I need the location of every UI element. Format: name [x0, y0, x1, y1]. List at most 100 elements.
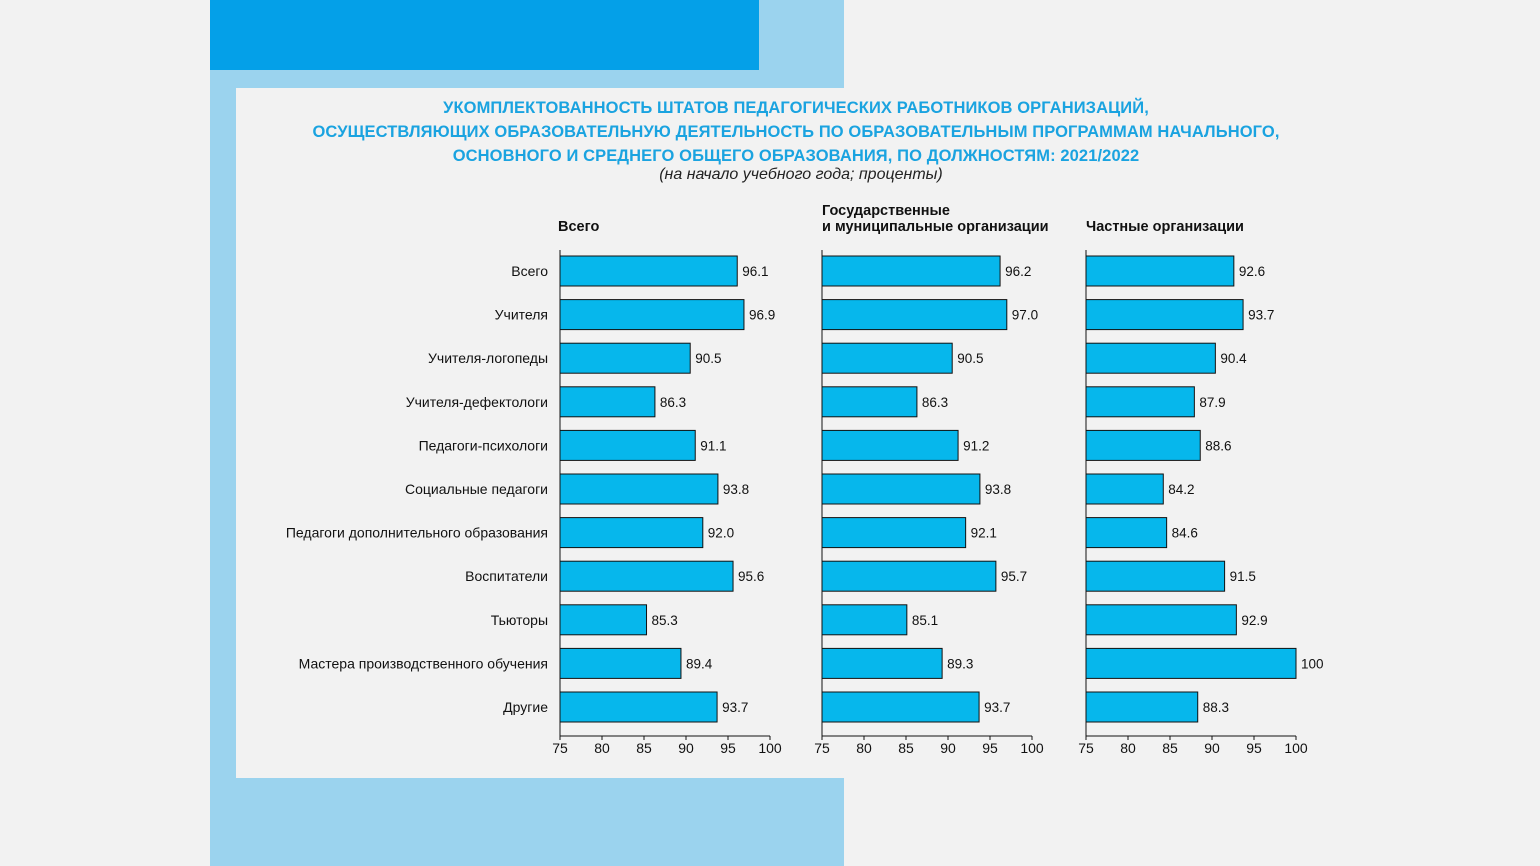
bar-panel-1-row-5 [559, 429, 696, 461]
bar-panel-2-row-8 [821, 560, 997, 592]
category-label-row-8: Воспитатели [465, 568, 548, 584]
x-tick-label-panel-1-5: 95 [720, 740, 736, 756]
x-tick-label-panel-3-2: 80 [1120, 740, 1136, 756]
value-label-panel-2-row-7: 92.1 [971, 526, 997, 541]
bar-panel-3-row-1 [1085, 255, 1235, 287]
x-tick-label-panel-2-4: 90 [940, 740, 956, 756]
bar-panel-3-row-4 [1085, 386, 1195, 418]
chart-title-line-1: УКОМПЛЕКТОВАННОСТЬ ШТАТОВ ПЕДАГОГИЧЕСКИХ… [443, 99, 1149, 117]
background-bottom-band [210, 778, 802, 866]
value-label-panel-1-row-6: 93.8 [723, 482, 749, 497]
panel-title-2-line-1: Государственные [822, 203, 950, 219]
value-label-panel-2-row-9: 85.1 [912, 613, 938, 628]
bar-panel-1-row-1 [559, 255, 738, 287]
bar-panel-1-row-8 [559, 560, 734, 592]
bar-panel-3-row-9 [1085, 604, 1237, 636]
x-tick-label-panel-1-3: 85 [636, 740, 652, 756]
panel-title-3-line-1: Частные организации [1086, 219, 1244, 235]
value-label-panel-3-row-2: 93.7 [1248, 308, 1274, 323]
bar-panel-1-row-9 [559, 604, 648, 636]
x-tick-label-panel-3-6: 100 [1284, 740, 1308, 756]
x-tick-label-panel-3-3: 85 [1162, 740, 1178, 756]
value-label-panel-3-row-11: 88.3 [1203, 700, 1229, 715]
x-tick-label-panel-2-3: 85 [898, 740, 914, 756]
bar-panel-2-row-11 [821, 691, 980, 723]
value-label-panel-1-row-2: 96.9 [749, 308, 775, 323]
category-label-row-6: Социальные педагоги [405, 481, 548, 497]
bar-panel-1-row-7 [559, 517, 704, 549]
bar-panel-3-row-11 [1085, 691, 1199, 723]
value-label-panel-2-row-1: 96.2 [1005, 264, 1031, 279]
bar-panel-1-row-4 [559, 386, 656, 418]
value-label-panel-3-row-3: 90.4 [1220, 351, 1247, 366]
bar-panel-3-row-10 [1085, 647, 1297, 679]
bar-panel-2-row-7 [821, 517, 967, 549]
value-label-panel-3-row-6: 84.2 [1168, 482, 1194, 497]
x-tick-label-panel-1-6: 100 [758, 740, 782, 756]
category-label-row-3: Учителя-логопеды [428, 350, 548, 366]
chart-title-line-2: ОСУЩЕСТВЛЯЮЩИХ ОБРАЗОВАТЕЛЬНУЮ ДЕЯТЕЛЬНО… [312, 123, 1280, 141]
category-label-row-11: Другие [503, 699, 548, 715]
bar-panel-1-row-11 [559, 691, 718, 723]
bar-panel-1-row-6 [559, 473, 719, 505]
value-label-panel-1-row-1: 96.1 [742, 264, 768, 279]
value-label-panel-2-row-6: 93.8 [985, 482, 1011, 497]
x-tick-label-panel-2-1: 75 [814, 740, 830, 756]
bar-panel-2-row-9 [821, 604, 908, 636]
bar-panel-1-row-2 [559, 299, 745, 331]
bar-panel-2-row-4 [821, 386, 918, 418]
category-label-row-5: Педагоги-психологи [419, 437, 548, 453]
bar-panel-3-row-6 [1085, 473, 1164, 505]
x-tick-label-panel-3-5: 95 [1246, 740, 1262, 756]
value-label-panel-1-row-8: 95.6 [738, 569, 764, 584]
value-label-panel-2-row-8: 95.7 [1001, 569, 1027, 584]
category-label-row-4: Учителя-дефектологи [406, 394, 548, 410]
chart-title-line-3: ОСНОВНОГО И СРЕДНЕГО ОБЩЕГО ОБРАЗОВАНИЯ,… [452, 147, 1140, 165]
bar-panel-2-row-2 [821, 299, 1008, 331]
category-label-row-2: Учителя [495, 307, 548, 323]
value-label-panel-1-row-4: 86.3 [660, 395, 686, 410]
value-label-panel-1-row-10: 89.4 [686, 656, 713, 671]
x-tick-label-panel-1-4: 90 [678, 740, 694, 756]
value-label-panel-3-row-8: 91.5 [1230, 569, 1256, 584]
x-tick-label-panel-2-5: 95 [982, 740, 998, 756]
background-dark-blue-band [210, 0, 759, 70]
panel-title-1-line-1: Всего [558, 219, 599, 235]
value-label-panel-1-row-9: 85.3 [652, 613, 678, 628]
bar-panel-2-row-1 [821, 255, 1001, 287]
category-label-row-10: Мастера производственного обучения [299, 655, 548, 671]
value-label-panel-1-row-7: 92.0 [708, 526, 734, 541]
x-tick-label-panel-3-1: 75 [1078, 740, 1094, 756]
value-label-panel-2-row-5: 91.2 [963, 438, 989, 453]
x-tick-label-panel-2-2: 80 [856, 740, 872, 756]
value-label-panel-1-row-3: 90.5 [695, 351, 721, 366]
x-tick-label-panel-3-4: 90 [1204, 740, 1220, 756]
value-label-panel-1-row-11: 93.7 [722, 700, 748, 715]
value-label-panel-2-row-10: 89.3 [947, 656, 973, 671]
x-tick-label-panel-2-6: 100 [1020, 740, 1044, 756]
value-label-panel-3-row-1: 92.6 [1239, 264, 1265, 279]
bar-panel-2-row-5 [821, 429, 959, 461]
bar-panel-1-row-10 [559, 647, 682, 679]
x-tick-label-panel-1-2: 80 [594, 740, 610, 756]
value-label-panel-3-row-10: 100 [1301, 656, 1324, 671]
panel-title-2-line-2: и муниципальные организации [822, 219, 1049, 235]
bar-panel-3-row-8 [1085, 560, 1226, 592]
value-label-panel-2-row-3: 90.5 [957, 351, 983, 366]
value-label-panel-2-row-2: 97.0 [1012, 308, 1038, 323]
bar-panel-2-row-3 [821, 342, 953, 374]
bar-panel-2-row-10 [821, 647, 943, 679]
value-label-panel-2-row-11: 93.7 [984, 700, 1010, 715]
bar-panel-1-row-3 [559, 342, 691, 374]
value-label-panel-3-row-5: 88.6 [1205, 438, 1231, 453]
chart-title: УКОМПЛЕКТОВАННОСТЬ ШТАТОВ ПЕДАГОГИЧЕСКИХ… [236, 96, 1356, 168]
category-label-row-7: Педагоги дополнительного образования [286, 525, 548, 541]
bar-panel-3-row-2 [1085, 299, 1244, 331]
chart-subtitle: (на начало учебного года; проценты) [659, 166, 943, 183]
value-label-panel-2-row-4: 86.3 [922, 395, 948, 410]
bar-panel-3-row-3 [1085, 342, 1216, 374]
category-label-row-9: Тьюторы [491, 612, 548, 628]
category-label-row-1: Всего [511, 263, 548, 279]
bar-panel-3-row-5 [1085, 429, 1201, 461]
